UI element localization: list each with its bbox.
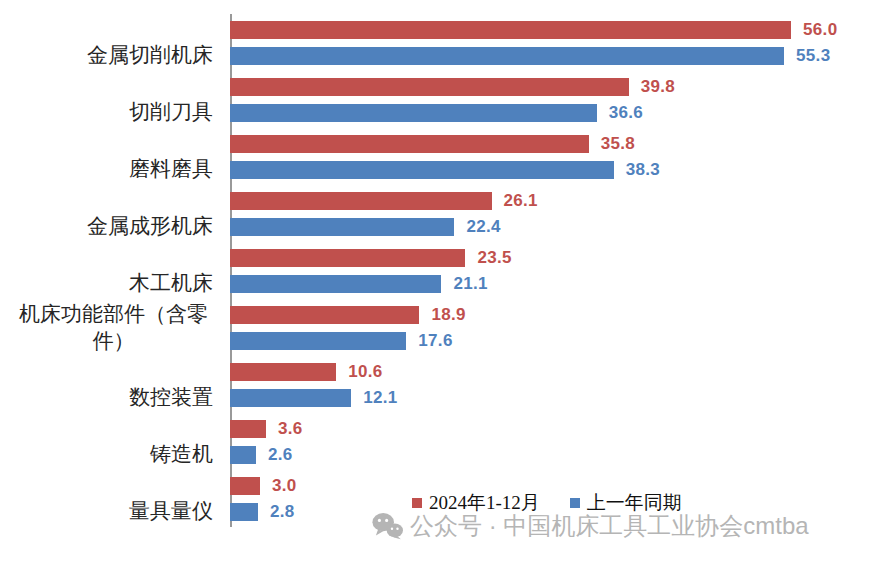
- value-label-current-period: 23.5: [477, 248, 511, 268]
- bar-prior-period: [230, 275, 441, 293]
- bar-current-period: [230, 420, 266, 438]
- bar-current-period: [230, 249, 465, 267]
- value-label-prior-period: 22.4: [466, 217, 500, 237]
- watermark-text: 公众号 · 中国机床工具工业协会cmtba: [410, 510, 809, 542]
- value-label-current-period: 10.6: [348, 362, 382, 382]
- value-label-prior-period: 21.1: [453, 274, 487, 294]
- bar-line: 2.6: [230, 446, 874, 464]
- bar-prior-period: [230, 161, 614, 179]
- bar-line: 26.1: [230, 192, 874, 210]
- bar-prior-period: [230, 47, 784, 65]
- legend-swatch-current-icon: [412, 498, 422, 508]
- bar-line: 38.3: [230, 161, 874, 179]
- value-label-prior-period: 17.6: [418, 331, 452, 351]
- category-label: 木工机床: [0, 255, 230, 312]
- bar-current-period: [230, 21, 791, 39]
- bar-prior-period: [230, 218, 454, 236]
- category-label: 数控装置: [0, 369, 230, 426]
- value-label-current-period: 3.6: [278, 419, 303, 439]
- bar-pair: 23.5 21.1: [230, 242, 874, 299]
- wechat-icon: [372, 512, 403, 540]
- bar-line: 21.1: [230, 275, 874, 293]
- value-label-current-period: 56.0: [803, 20, 837, 40]
- value-label-current-period: 26.1: [504, 191, 538, 211]
- chart-row: 金属切削机床56.055.3: [0, 14, 874, 71]
- bar-current-period: [230, 78, 629, 96]
- bar-line: 55.3: [230, 47, 874, 65]
- bar-current-period: [230, 363, 336, 381]
- bar-pair: 10.6 12.1: [230, 356, 874, 413]
- bar-line: 17.6: [230, 332, 874, 350]
- value-label-current-period: 18.9: [431, 305, 465, 325]
- bar-line: 36.6: [230, 104, 874, 122]
- bar-prior-period: [230, 389, 351, 407]
- value-label-prior-period: 38.3: [626, 160, 660, 180]
- value-label-prior-period: 36.6: [609, 103, 643, 123]
- value-label-current-period: 3.0: [272, 476, 297, 496]
- value-label-current-period: 39.8: [641, 77, 675, 97]
- bar-pair: 3.62.6: [230, 413, 874, 470]
- bar-pair: 39.8 36.6: [230, 71, 874, 128]
- bar-current-period: [230, 477, 260, 495]
- bar-pair: 26.122.4: [230, 185, 874, 242]
- category-label: 金属成形机床: [0, 198, 230, 255]
- category-label: 切削刀具: [0, 84, 230, 141]
- bar-line: 22.4: [230, 218, 874, 236]
- value-label-prior-period: 2.8: [270, 502, 295, 522]
- bar-prior-period: [230, 446, 256, 464]
- category-label: 量具量仪: [0, 483, 230, 540]
- bar-pair: 35.8 38.3: [230, 128, 874, 185]
- bar-pair: 18.9 17.6: [230, 299, 874, 356]
- chart-rows: 金属切削机床 56.0 55.3 切削刀具 39.8 36.6 磨料磨具 35.8 38.3 金属…: [0, 14, 874, 527]
- legend-swatch-prior-icon: [570, 498, 580, 508]
- category-label: 磨料磨具: [0, 141, 230, 198]
- chart-row: 数控装置10.612.1: [0, 356, 874, 413]
- value-label-prior-period: 55.3: [796, 46, 830, 66]
- value-label-prior-period: 2.6: [268, 445, 293, 465]
- bar-line: 23.5: [230, 249, 874, 267]
- value-label-prior-period: 12.1: [363, 388, 397, 408]
- bar-chart: 金属切削机床 56.0 55.3 切削刀具 39.8 36.6 磨料磨具 35.8 38.3 金属…: [0, 0, 874, 567]
- bar-line: 12.1: [230, 389, 874, 407]
- bar-line: 18.9: [230, 306, 874, 324]
- bar-prior-period: [230, 104, 597, 122]
- bar-prior-period: [230, 332, 406, 350]
- value-label-current-period: 35.8: [601, 134, 635, 154]
- bar-line: 3.6: [230, 420, 874, 438]
- bar-prior-period: [230, 503, 258, 521]
- bar-pair: 56.0 55.3: [230, 14, 874, 71]
- bar-current-period: [230, 135, 589, 153]
- bar-line: 39.8: [230, 78, 874, 96]
- bar-line: 10.6: [230, 363, 874, 381]
- watermark: 公众号 · 中国机床工具工业协会cmtba: [372, 510, 809, 542]
- bar-line: 56.0: [230, 21, 874, 39]
- category-label: 铸造机: [0, 426, 230, 483]
- category-label: 金属切削机床: [0, 27, 230, 84]
- bar-current-period: [230, 306, 419, 324]
- bar-current-period: [230, 192, 492, 210]
- bar-line: 35.8: [230, 135, 874, 153]
